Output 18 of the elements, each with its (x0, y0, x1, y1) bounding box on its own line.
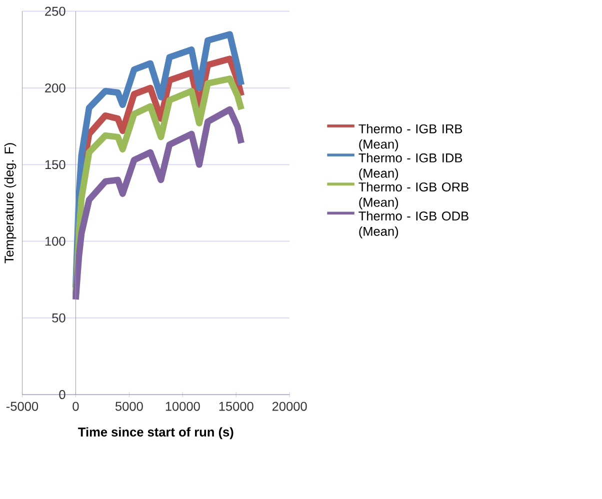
x-tick-label: 20000 (272, 402, 307, 411)
legend-label: Thermo - IGB IRB (Mean) (358, 124, 462, 152)
y-tick-label: 250 (45, 6, 66, 16)
y-tick-label: 100 (45, 236, 66, 246)
legend-label: Thermo - IGB ODB (Mean) (358, 211, 468, 238)
x-tick-label: 15000 (219, 402, 254, 411)
legend-label: Thermo - IGB IDB (Mean) (358, 152, 462, 180)
x-tick-label: 5000 (115, 402, 143, 411)
x-axis-title: Time since start of run (s) (78, 427, 234, 439)
y-tick-label: 150 (45, 160, 66, 170)
y-tick-label: 200 (45, 83, 66, 92)
x-tick-label: -5000 (6, 402, 38, 411)
legend-label: Thermo - IGB ORB (Mean) (358, 182, 468, 210)
y-axis-title: Temperature (deg. F) (4, 143, 16, 264)
x-tick-label: 10000 (166, 402, 200, 411)
y-tick-label: 0 (59, 390, 66, 399)
y-tick-label: 50 (52, 313, 66, 322)
x-tick-label: 0 (72, 402, 79, 411)
